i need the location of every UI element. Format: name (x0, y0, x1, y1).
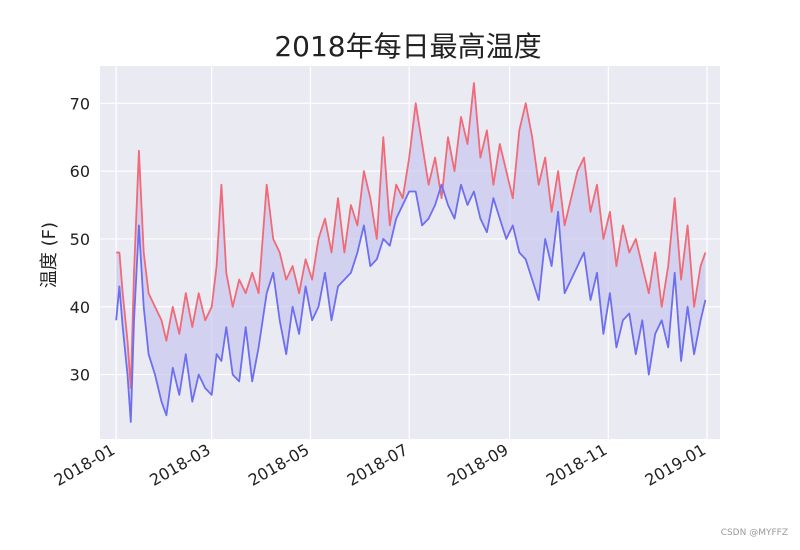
series-lines (115, 82, 707, 423)
y-tick-label: 50 (70, 230, 90, 249)
y-tick-label: 30 (70, 366, 90, 385)
series-line-low (115, 183, 707, 423)
y-axis-label: 温度 (F) (39, 222, 60, 288)
y-tick-labels: 30 40 50 60 70 (70, 94, 90, 384)
x-tick-labels: 2018-01 2018-03 2018-05 2018-07 2018-09 2018-… (51, 440, 709, 490)
watermark-text: CSDN @MYFFZ (720, 528, 788, 538)
x-tick-label: 2018-07 (344, 440, 411, 490)
y-tick-label: 70 (70, 94, 90, 113)
chart-title: 2018年每日最高温度 (274, 30, 541, 63)
x-tick-label: 2018-09 (444, 440, 511, 490)
x-tick-label: 2018-03 (146, 440, 213, 490)
y-tick-label: 60 (70, 162, 90, 181)
x-tick-label: 2018-05 (245, 440, 312, 490)
x-tick-label: 2018-11 (543, 440, 610, 490)
x-tick-label: 2018-01 (51, 440, 118, 490)
y-tick-label: 40 (70, 298, 90, 317)
series-line-high (116, 82, 707, 390)
x-tick-label: 2019-01 (642, 440, 709, 490)
